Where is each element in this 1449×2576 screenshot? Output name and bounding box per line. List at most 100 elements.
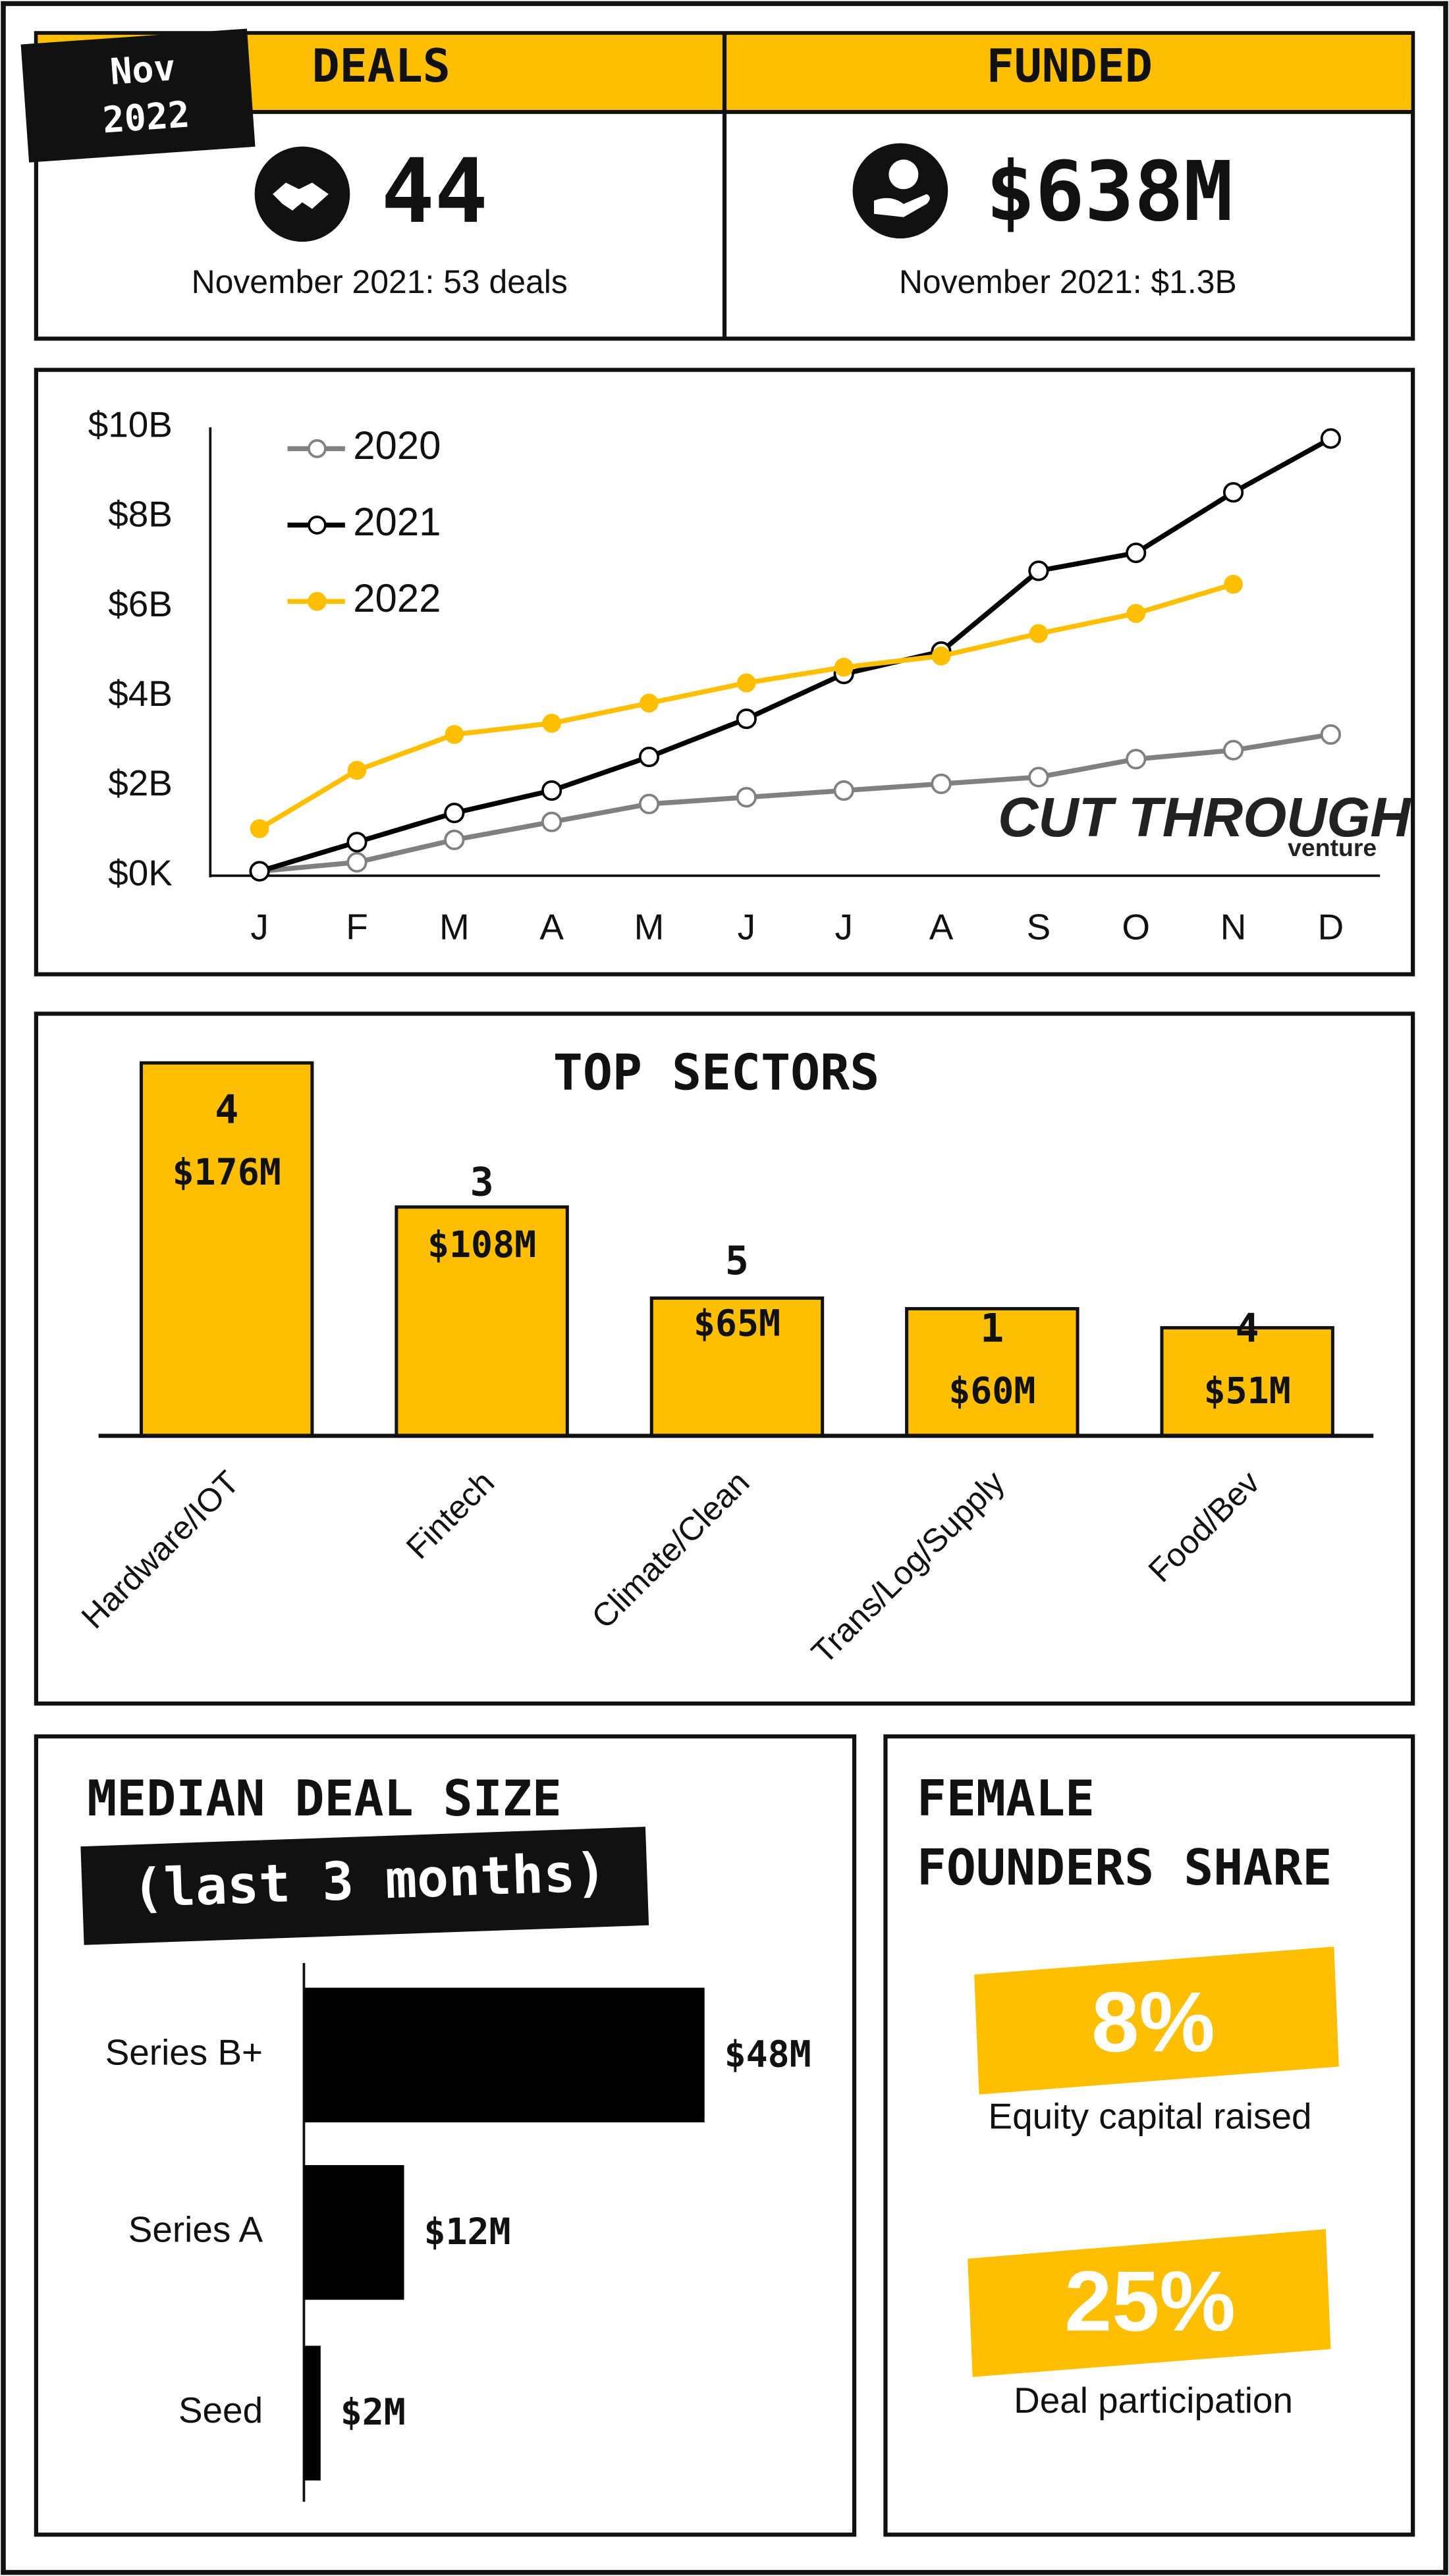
logo-sub: venture bbox=[1288, 834, 1377, 861]
series-line bbox=[259, 732, 1332, 874]
female-box bbox=[883, 1734, 1415, 2537]
point bbox=[249, 861, 270, 882]
stat-value: 8% bbox=[1091, 1975, 1215, 2070]
bar bbox=[304, 2346, 321, 2481]
deal-count: 4 bbox=[1236, 1305, 1259, 1351]
point bbox=[346, 851, 368, 873]
point bbox=[640, 693, 659, 713]
category-label: Series B+ bbox=[105, 2031, 263, 2072]
deal-count: 1 bbox=[980, 1305, 1004, 1351]
point bbox=[445, 725, 464, 744]
series-line bbox=[259, 436, 1332, 874]
y-tick-label: $6B bbox=[108, 583, 173, 624]
highlight bbox=[974, 1946, 1339, 2095]
legend-label: 2020 bbox=[353, 423, 441, 468]
x-tick-label: J bbox=[834, 907, 852, 948]
hand-glyph bbox=[873, 194, 930, 217]
x-tick-label: M bbox=[439, 907, 470, 948]
y-tick-label: $8B bbox=[108, 494, 173, 535]
value-label: $12M bbox=[424, 2211, 510, 2253]
bar bbox=[395, 1205, 569, 1437]
legend-marker bbox=[308, 516, 327, 535]
x-tick-label: A bbox=[539, 907, 564, 948]
stat-label: Deal participation bbox=[1014, 2380, 1293, 2421]
bar bbox=[905, 1306, 1080, 1437]
x-tick-label: J bbox=[250, 907, 268, 948]
value-label: $176M bbox=[173, 1151, 281, 1193]
kpi-note: November 2021: $1.3B bbox=[899, 263, 1237, 300]
y-tick-label: $2B bbox=[108, 763, 173, 803]
point bbox=[638, 746, 660, 768]
category-label: Series A bbox=[128, 2209, 263, 2250]
chart-title: TOP SECTORS bbox=[553, 1044, 879, 1102]
legend-marker bbox=[308, 592, 327, 611]
x-tick-label: M bbox=[634, 907, 665, 948]
y-tick-label: $10B bbox=[88, 404, 173, 444]
y-tick-label: $4B bbox=[108, 673, 173, 714]
kpi-title: DEALS bbox=[312, 40, 451, 93]
value-label: $48M bbox=[724, 2033, 811, 2075]
kpi-note: November 2021: 53 deals bbox=[192, 263, 568, 300]
x-tick-label: N bbox=[1220, 907, 1247, 948]
chart-title: MEDIAN DEAL SIZE bbox=[87, 1770, 562, 1827]
category-label: Seed bbox=[178, 2390, 263, 2430]
point bbox=[736, 709, 757, 730]
bar bbox=[649, 1296, 825, 1437]
subtitle-banner: (last 3 months) bbox=[80, 1827, 649, 1945]
point bbox=[638, 793, 660, 815]
legend-marker bbox=[308, 439, 327, 458]
point bbox=[1126, 543, 1147, 564]
legend-label: 2022 bbox=[353, 576, 441, 620]
money-icon bbox=[852, 143, 948, 239]
badge: Nov 2022 bbox=[20, 28, 256, 163]
section-title: FEMALE bbox=[917, 1770, 1095, 1827]
bar bbox=[304, 2164, 404, 2300]
x-tick-label: A bbox=[929, 907, 954, 948]
point bbox=[931, 646, 951, 666]
deal-count: 3 bbox=[470, 1159, 494, 1205]
stat-value: 25% bbox=[1064, 2254, 1236, 2349]
point bbox=[931, 773, 952, 794]
handshake-glyph bbox=[273, 182, 329, 211]
y-tick-label: $0K bbox=[108, 852, 173, 893]
bar bbox=[140, 1061, 314, 1437]
kpi-title: FUNDED bbox=[987, 40, 1153, 93]
value-label: $65M bbox=[694, 1302, 780, 1345]
point bbox=[1224, 574, 1243, 594]
point bbox=[736, 787, 757, 808]
kpi-value: 44 bbox=[381, 140, 488, 243]
point bbox=[1028, 560, 1049, 581]
point bbox=[1222, 739, 1244, 761]
line-chart-box bbox=[34, 367, 1415, 977]
coin-glyph bbox=[889, 159, 919, 190]
x-tick-label: S bbox=[1027, 907, 1051, 948]
section-title: FOUNDERS SHARE bbox=[917, 1839, 1332, 1896]
point bbox=[1126, 604, 1146, 623]
point bbox=[444, 802, 465, 824]
highlight bbox=[968, 2229, 1331, 2377]
point bbox=[736, 673, 756, 693]
value-label: $51M bbox=[1204, 1370, 1291, 1412]
point bbox=[541, 811, 562, 832]
point bbox=[1320, 428, 1341, 449]
point bbox=[347, 761, 367, 780]
logo: CUT THROUGH bbox=[998, 786, 1411, 848]
x-tick-label: D bbox=[1318, 907, 1344, 948]
point bbox=[541, 780, 562, 801]
point bbox=[346, 832, 368, 853]
badge-year: 2022 bbox=[101, 93, 191, 141]
point bbox=[444, 829, 465, 851]
value-label: $108M bbox=[427, 1223, 536, 1266]
bar bbox=[304, 1987, 705, 2123]
point bbox=[833, 780, 854, 801]
x-tick-label: O bbox=[1122, 907, 1150, 948]
point bbox=[1029, 624, 1049, 643]
deal-count: 4 bbox=[215, 1087, 238, 1133]
point bbox=[1126, 749, 1147, 770]
badge-month: Nov bbox=[109, 46, 177, 93]
legend-label: 2021 bbox=[353, 500, 441, 544]
deal-count: 5 bbox=[725, 1238, 749, 1284]
point bbox=[1320, 724, 1341, 745]
banner-bg bbox=[80, 1827, 649, 1945]
